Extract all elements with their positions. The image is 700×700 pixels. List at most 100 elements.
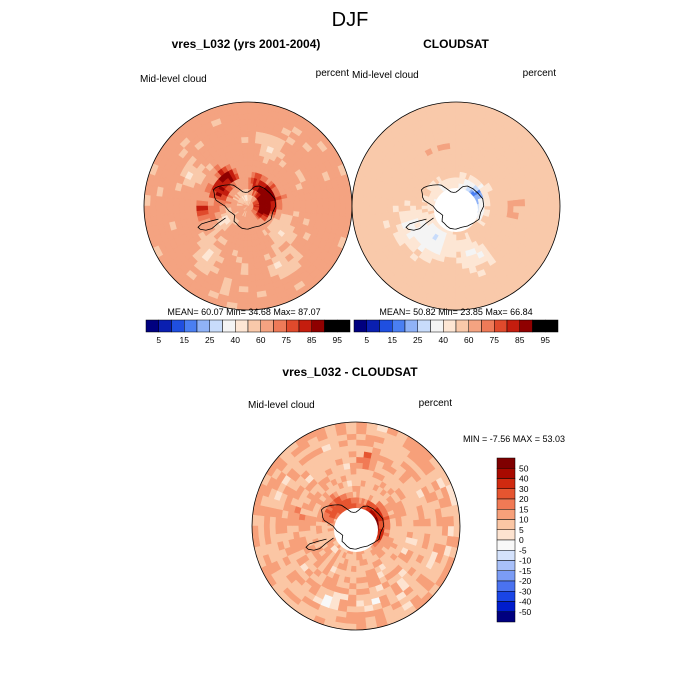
colorbar-tick-label: 30 (519, 484, 529, 494)
field-cell (418, 525, 426, 534)
field-cell (257, 525, 265, 537)
field-cell (303, 525, 311, 532)
field-cell (455, 176, 460, 184)
field-cell (297, 519, 305, 527)
colorbar-tick-label: -15 (519, 566, 532, 576)
field-cell (242, 251, 249, 259)
field-cell (347, 594, 357, 602)
field-cell (247, 291, 258, 299)
field-cell (247, 176, 252, 184)
field-cell (247, 268, 256, 276)
field-cell (293, 200, 301, 207)
field-cell (392, 205, 399, 213)
field-cell (455, 280, 465, 288)
field-cell (252, 514, 259, 527)
colorbar-swatch (443, 319, 457, 333)
field-cell (280, 517, 288, 527)
field-cell (453, 525, 460, 538)
missing-data-hole (434, 188, 478, 232)
peninsula-coastline (305, 537, 334, 551)
colorbar-swatch (324, 319, 338, 333)
field-cell (241, 142, 249, 149)
field-cell (347, 444, 357, 452)
field-cell (213, 202, 220, 207)
colorbar-swatch (171, 319, 185, 333)
colorbar-swatch (506, 319, 520, 333)
field-cell (490, 205, 497, 211)
field-cell (351, 560, 357, 567)
field-cell (238, 245, 245, 253)
field-cell (172, 205, 180, 215)
colorbar-swatch (494, 319, 508, 333)
colorbar-swatch (496, 519, 516, 530)
field-cell (447, 280, 457, 288)
field-cell (247, 107, 259, 115)
colorbar-swatch (158, 319, 172, 333)
field-cell (507, 199, 515, 207)
field-cell (455, 286, 466, 293)
field-cell (247, 102, 260, 109)
field-cell (455, 251, 462, 259)
colorbar-swatch (496, 580, 516, 592)
field-cell (455, 291, 466, 299)
field-cell (244, 228, 249, 236)
field-cell (455, 159, 462, 167)
field-cell (447, 274, 457, 282)
field-cell (355, 439, 366, 446)
map-field (352, 102, 560, 310)
field-cell (184, 205, 191, 213)
colorbar-swatch (337, 319, 351, 333)
field-cell (513, 205, 520, 213)
field-cell (355, 623, 368, 630)
colorbar-swatch (496, 560, 516, 571)
field-cell (449, 263, 457, 270)
panel-model: vres_L032 (yrs 2001-2004) Mid-level clou… (140, 37, 353, 345)
field-cell (436, 516, 443, 527)
field-cell (355, 502, 359, 510)
field-cell (455, 171, 460, 178)
field-cell (386, 205, 394, 214)
field-cell (355, 462, 363, 469)
field-cell (455, 268, 464, 276)
stats-label: MIN = -7.56 MAX = 53.03 (463, 434, 565, 444)
field-cell (536, 196, 543, 207)
field-cell (484, 205, 491, 210)
colorbar-tick-label: 15 (180, 335, 190, 345)
field-cell (390, 525, 397, 531)
colorbar-tick-label: 85 (515, 335, 525, 345)
colorbar-swatch (496, 601, 516, 612)
map-border (351, 101, 561, 311)
field-cell (155, 196, 163, 207)
colorbar-tick-label: 60 (256, 335, 266, 345)
field-cell (441, 516, 449, 527)
colorbar-swatch (273, 319, 287, 333)
unit-label: percent (419, 398, 453, 409)
field-cell (524, 197, 532, 207)
field-cell (339, 205, 347, 217)
field-cell (245, 222, 249, 230)
field-cell (355, 571, 362, 579)
field-cell (305, 205, 312, 213)
field-cell (421, 202, 428, 207)
colorbar-swatch (496, 478, 516, 489)
colorbar-swatch (286, 319, 300, 333)
colorbar-swatch (392, 319, 406, 333)
field-cell (237, 297, 249, 305)
colorbar-swatch (196, 319, 210, 333)
field-cell (352, 205, 359, 218)
unit-label: percent (523, 68, 557, 79)
field-cell (350, 565, 357, 573)
field-cell (178, 205, 186, 214)
colorbar-swatch (417, 319, 431, 333)
field-cell (451, 240, 457, 247)
colorbar-swatch (298, 319, 312, 333)
field-cell (455, 136, 464, 144)
colorbar-tick-label: 5 (519, 525, 524, 535)
field-cell (247, 171, 252, 178)
field-cell (322, 205, 330, 215)
field-cell (445, 107, 457, 115)
field-cell (357, 195, 365, 207)
field-cell (239, 274, 249, 282)
field-cell (446, 245, 453, 253)
